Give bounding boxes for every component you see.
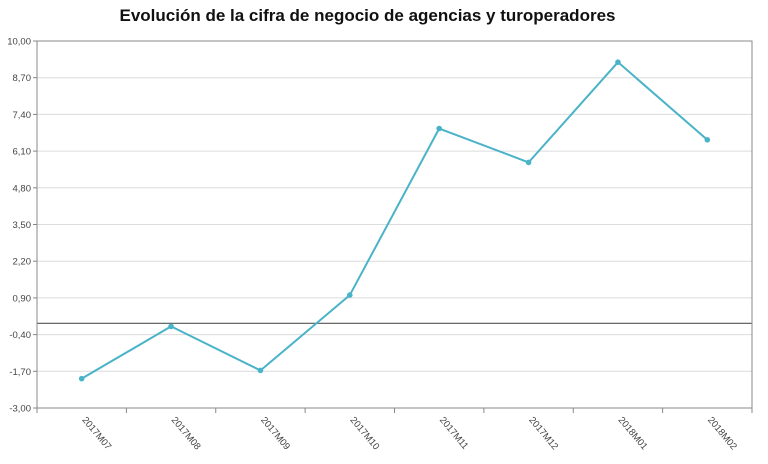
y-tick-label: -1,70: [9, 367, 31, 378]
y-tick-label: 3,50: [13, 220, 32, 231]
grid-lines: [37, 40, 752, 409]
y-tick-label: -0,40: [9, 330, 31, 341]
y-tick-label: 6,10: [13, 147, 32, 158]
x-tick-label: 2017M08: [169, 415, 203, 452]
y-tick-label: 4,80: [13, 183, 32, 194]
data-point[interactable]: [347, 292, 353, 298]
data-point[interactable]: [704, 137, 711, 143]
series-layer: [78, 59, 711, 382]
data-point[interactable]: [168, 323, 174, 330]
x-tick-label: 2018M02: [705, 415, 739, 452]
data-point[interactable]: [436, 125, 442, 132]
x-tick-label: 2017M09: [258, 415, 292, 452]
data-point[interactable]: [615, 59, 621, 65]
y-tick-label: 10,00: [7, 37, 31, 48]
y-tick-label: 0,90: [13, 293, 32, 304]
data-point[interactable]: [78, 375, 85, 382]
x-tick-label: 2017M11: [437, 415, 470, 452]
y-tick-label: 8,70: [13, 73, 32, 84]
x-tick-label: 2017M12: [526, 415, 560, 452]
y-tick-label: 2,20: [13, 257, 32, 268]
x-tick-label: 2018M01: [616, 415, 650, 452]
series-line: [81, 61, 708, 380]
y-tick-label: 7,40: [13, 110, 32, 121]
x-tick-label: 2017M10: [348, 415, 382, 452]
y-axis-ticks: 10,00 8,70 7,40 6,10 4,80 3,50 2,20 0,90 -0,40 -1…: [7, 37, 37, 415]
chart-title: Evolución de la cifra de negocio de agen…: [119, 6, 616, 25]
data-point[interactable]: [257, 367, 264, 374]
x-tick-label: 2017M07: [79, 415, 113, 452]
y-tick-label: -3,00: [9, 404, 31, 415]
x-axis-ticks: 2017M07 2017M08 2017M09 2017M10 2017M11 2017M…: [36, 408, 753, 452]
data-point[interactable]: [525, 159, 532, 166]
